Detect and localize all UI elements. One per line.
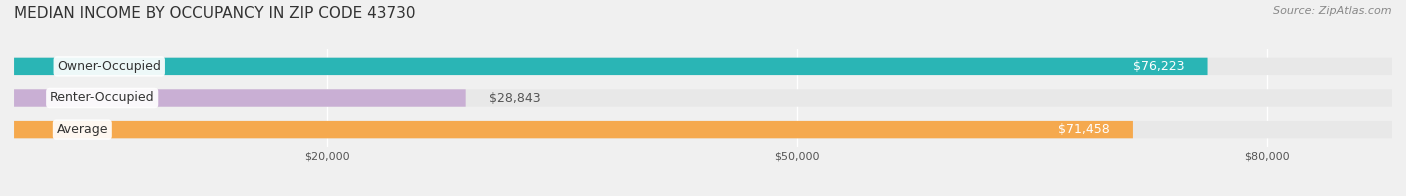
Text: $71,458: $71,458 bbox=[1057, 123, 1109, 136]
FancyBboxPatch shape bbox=[14, 89, 1392, 107]
Text: $28,843: $28,843 bbox=[489, 92, 541, 104]
Text: Average: Average bbox=[56, 123, 108, 136]
Text: Source: ZipAtlas.com: Source: ZipAtlas.com bbox=[1274, 6, 1392, 16]
FancyBboxPatch shape bbox=[14, 121, 1133, 138]
Text: $76,223: $76,223 bbox=[1133, 60, 1184, 73]
FancyBboxPatch shape bbox=[14, 58, 1392, 75]
FancyBboxPatch shape bbox=[14, 121, 1392, 138]
Text: Owner-Occupied: Owner-Occupied bbox=[58, 60, 162, 73]
FancyBboxPatch shape bbox=[14, 58, 1208, 75]
FancyBboxPatch shape bbox=[14, 89, 465, 107]
Text: Renter-Occupied: Renter-Occupied bbox=[49, 92, 155, 104]
Text: MEDIAN INCOME BY OCCUPANCY IN ZIP CODE 43730: MEDIAN INCOME BY OCCUPANCY IN ZIP CODE 4… bbox=[14, 6, 416, 21]
